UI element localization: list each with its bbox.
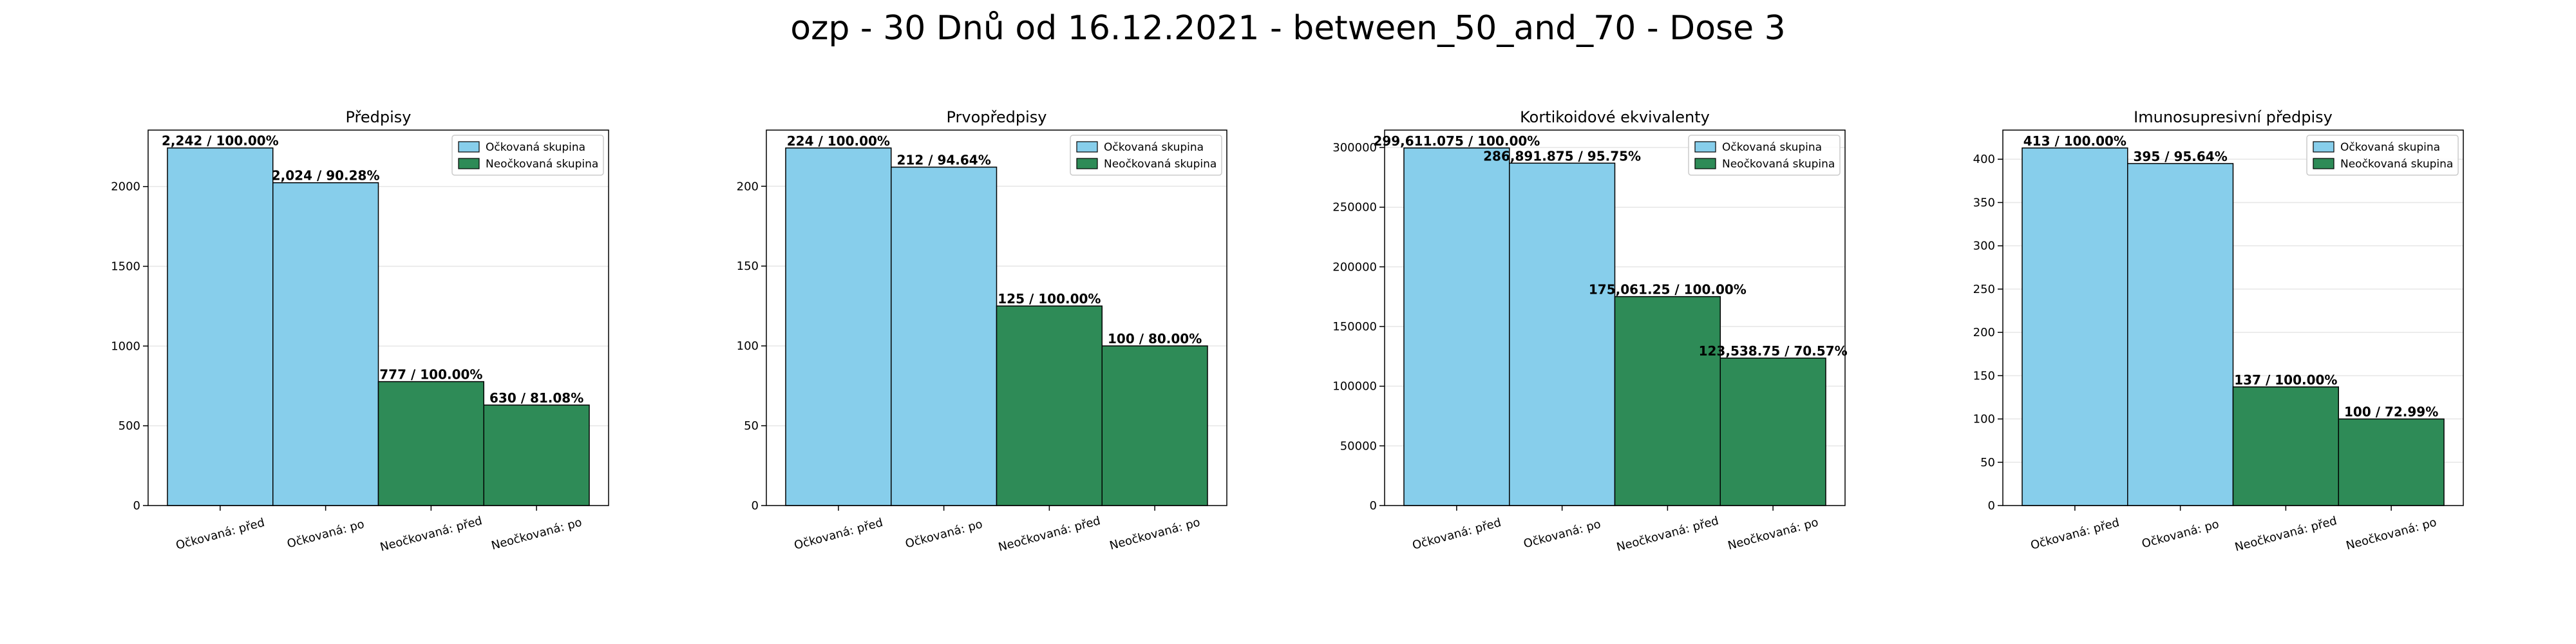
y-tick-label: 1000 [111, 339, 140, 353]
bar-4 [483, 404, 590, 506]
bar-1 [2022, 147, 2128, 506]
bar-1 [785, 147, 892, 506]
data-label: 137 / 100.00% [2234, 372, 2337, 388]
y-tick-label: 200000 [1332, 260, 1377, 274]
bar-3 [2232, 386, 2339, 506]
y-tick-label: 150000 [1332, 320, 1377, 334]
plot-frame [1384, 129, 1846, 506]
y-tick-label: 200 [737, 180, 759, 193]
y-tick-label: 350 [1973, 196, 1995, 209]
legend-label: Neočkovaná skupina [2340, 158, 2453, 171]
data-label: 175,061.25 / 100.00% [1589, 282, 1747, 298]
legend-label: Neočkovaná skupina [1722, 158, 1835, 171]
y-tick-label: 2000 [111, 180, 140, 194]
legend: Očkovaná skupina Neočkovaná skupina [451, 135, 604, 176]
plot-frame [766, 129, 1227, 506]
data-label: 630 / 81.08% [489, 390, 583, 406]
chart-title: Prvopředpisy [947, 108, 1047, 126]
legend-swatch [1076, 141, 1098, 153]
legend-swatch [2313, 158, 2334, 169]
data-label: 100 / 80.00% [1108, 331, 1202, 346]
bar-2 [891, 166, 998, 506]
data-label: 2,024 / 90.28% [272, 168, 380, 184]
data-label: 212 / 94.64% [896, 153, 990, 168]
legend-box [1070, 135, 1222, 176]
data-label: 777 / 100.00% [379, 367, 482, 383]
legend: Očkovaná skupina Neočkovaná skupina [1070, 135, 1222, 176]
y-tick-label: 300 [1973, 240, 1995, 253]
y-tick-label: 0 [752, 499, 759, 513]
legend-box [1688, 135, 1841, 176]
y-tick-label: 500 [118, 419, 140, 433]
figure-title: ozp - 30 Dnů od 16.12.2021 - between_50_… [790, 9, 1786, 48]
y-tick-label: 200 [1973, 326, 1995, 339]
data-label: 2,242 / 100.00% [162, 133, 279, 149]
x-tick-label: Očkovaná: po [2141, 517, 2221, 551]
y-tick-label: 300000 [1332, 141, 1377, 155]
legend-box [451, 135, 604, 176]
bar-2 [1509, 162, 1616, 506]
y-tick-label: 100 [1973, 413, 1995, 426]
legend: Očkovaná skupina Neočkovaná skupina [1688, 135, 1841, 176]
legend-swatch [2313, 141, 2334, 153]
y-tick-label: 50 [1980, 456, 1995, 469]
bar-4 [1101, 345, 1208, 506]
y-tick-label: 150 [737, 260, 759, 273]
legend-swatch [458, 141, 480, 153]
chart-title: Imunosupresivní předpisy [2134, 108, 2333, 126]
y-tick-label: 250 [1973, 283, 1995, 296]
legend-label: Neočkovaná skupina [486, 158, 598, 171]
plot-frame [147, 129, 609, 506]
y-tick-label: 150 [1973, 369, 1995, 383]
legend-label: Neočkovaná skupina [1104, 158, 1217, 171]
chart-title: Kortikoidové ekvivalenty [1520, 108, 1710, 126]
y-tick-label: 100000 [1332, 380, 1377, 393]
y-tick-label: 0 [1988, 499, 1995, 513]
data-label: 125 / 100.00% [998, 291, 1101, 307]
legend-label: Očkovaná skupina [1722, 141, 1822, 154]
legend-swatch [458, 158, 480, 169]
legend-label: Očkovaná skupina [2340, 141, 2440, 154]
x-tick-label: Neočkovaná: po [2345, 516, 2438, 553]
bar-3 [377, 381, 484, 506]
data-label: 299,611.075 / 100.00% [1373, 133, 1540, 149]
data-label: 395 / 95.64% [2133, 149, 2227, 164]
y-tick-label: 0 [1370, 499, 1377, 513]
y-tick-label: 0 [133, 499, 140, 513]
bar-2 [2127, 163, 2234, 506]
y-tick-label: 400 [1973, 153, 1995, 166]
y-tick-label: 50000 [1340, 439, 1377, 453]
plot-frame [2002, 129, 2464, 506]
y-tick-label: 250000 [1332, 201, 1377, 214]
y-tick-label: 100 [737, 339, 759, 353]
legend-swatch [1694, 141, 1716, 153]
bar-4 [2338, 418, 2445, 506]
data-label: 123,538.75 / 70.57% [1699, 343, 1848, 359]
y-tick-label: 1500 [111, 260, 140, 274]
legend-swatch [1694, 158, 1716, 169]
chart-title: Předpisy [346, 108, 412, 126]
data-label: 100 / 72.99% [2344, 404, 2438, 420]
legend-label: Očkovaná skupina [1104, 141, 1204, 154]
x-tick-label: Neočkovaná: před [2233, 514, 2338, 554]
y-tick-label: 50 [744, 419, 759, 433]
bar-2 [272, 182, 379, 506]
data-label: 286,891.875 / 95.75% [1483, 148, 1641, 164]
legend-label: Očkovaná skupina [486, 141, 585, 154]
x-tick-label: Očkovaná: před [2029, 516, 2121, 553]
legend: Očkovaná skupina Neočkovaná skupina [2306, 135, 2459, 176]
legend-box [2306, 135, 2459, 176]
data-label: 224 / 100.00% [787, 133, 890, 149]
legend-swatch [1076, 158, 1098, 169]
bar-3 [996, 305, 1103, 506]
data-label: 413 / 100.00% [2023, 133, 2126, 149]
